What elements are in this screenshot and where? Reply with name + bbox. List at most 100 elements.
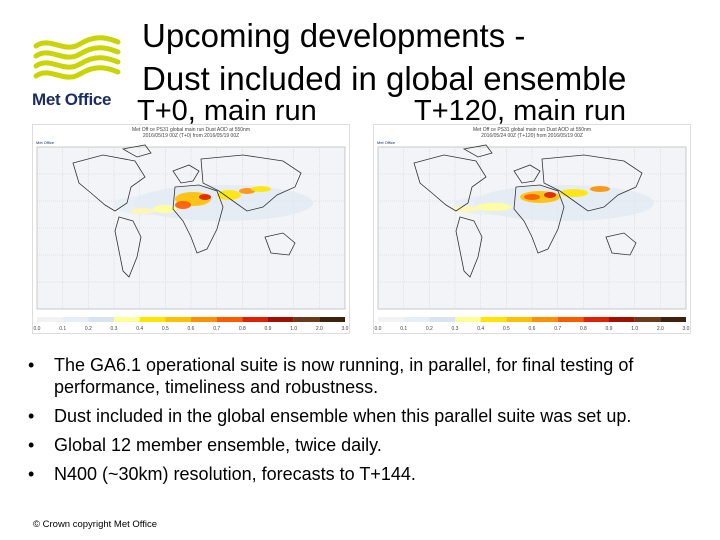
colorbar-tick-label: 0.3 — [111, 326, 118, 332]
coastline — [513, 184, 565, 254]
colorbar-swatch — [557, 317, 584, 322]
dust-plume — [590, 186, 610, 192]
colorbar-tick-label: 0.1 — [59, 326, 66, 332]
colorbar-tick-label: 2.0 — [657, 326, 664, 332]
bullet-text: Dust included in the global ensemble whe… — [54, 406, 632, 426]
bullet-dot: • — [28, 435, 35, 455]
dust-plume — [131, 208, 155, 214]
bullet-dot: • — [28, 406, 35, 426]
map-subtitle: 2016/05/19 00Z (T+0) from 2016/05/19 00Z — [143, 133, 239, 139]
colorbar-swatch — [62, 317, 89, 322]
map-title: Met Off ce PS31 global main run Dust AOD… — [473, 127, 591, 133]
colorbar-swatch — [660, 317, 686, 322]
met-office-logo: Met Office — [30, 34, 126, 114]
panel-label-t0: T+0, main run — [137, 95, 317, 127]
colorbar-swatch — [216, 317, 243, 322]
colorbar-tick-label: 0.8 — [580, 326, 587, 332]
colorbar-tick-label: 0.3 — [452, 326, 459, 332]
dust-plume — [153, 205, 177, 213]
colorbar-swatch — [609, 317, 635, 322]
dust-plume — [476, 203, 512, 211]
coastline — [541, 154, 643, 212]
colorbar-tick-label: 1.0 — [290, 326, 297, 332]
bullet-text: Global 12 member ensemble, twice daily. — [54, 435, 382, 455]
dust-plume — [544, 192, 556, 198]
map-brand-text: Met Office — [377, 140, 396, 145]
colorbar-swatch — [242, 317, 268, 322]
colorbar-swatch — [532, 317, 558, 322]
colorbar-tick-label: 0.2 — [85, 326, 92, 332]
colorbar-tick-label: 2.0 — [316, 326, 323, 332]
colorbar-swatch — [506, 317, 532, 322]
map-panel-t120: Met Off ce PS31 global main run Dust AOD… — [373, 124, 691, 334]
bullet-text: N400 (~30km) resolution, forecasts to T+… — [54, 464, 416, 484]
dust-plume — [175, 201, 191, 209]
colorbar-tick-label: 3.0 — [683, 326, 690, 332]
colorbar-swatch — [114, 317, 140, 322]
coastline — [114, 216, 142, 278]
coastline — [172, 184, 224, 254]
coastline — [121, 144, 152, 158]
colorbar-tick-label: 0.2 — [426, 326, 433, 332]
colorbar-tick-label: 1.0 — [631, 326, 638, 332]
dust-plume — [524, 194, 540, 200]
colorbar-swatch — [88, 317, 114, 322]
colorbar-tick-label: 0.6 — [529, 326, 536, 332]
bullet-item: • N400 (~30km) resolution, forecasts to T… — [28, 463, 712, 485]
colorbar-swatch — [480, 317, 507, 322]
map-brand-text: Met Office — [36, 140, 55, 145]
map-subtitle: 2016/05/24 00Z (T+120) from 2016/05/19 0… — [481, 133, 583, 139]
colorbar-swatch — [191, 317, 217, 322]
colorbar-swatch — [268, 317, 294, 322]
bullet-list: • The GA6.1 operational suite is now runn… — [28, 354, 712, 492]
colorbar-swatch — [165, 317, 191, 322]
bullet-dot: • — [28, 464, 35, 484]
bullet-item: • Global 12 member ensemble, twice daily. — [28, 434, 712, 456]
coastline — [264, 232, 296, 256]
title-line-1: Upcoming developments - — [142, 17, 526, 54]
coastline — [462, 144, 493, 158]
coastline — [413, 154, 487, 212]
colorbar-swatch — [583, 317, 609, 322]
panel-label-t120: T+120, main run — [414, 95, 626, 127]
dust-plume — [251, 186, 271, 192]
colorbar-tick-label: 0.7 — [213, 326, 220, 332]
dust-plume — [217, 190, 241, 200]
dust-plume — [199, 194, 211, 200]
dust-plume — [452, 206, 480, 212]
colorbar-swatch — [403, 317, 430, 322]
colorbar-tick-label: 0.7 — [554, 326, 561, 332]
colorbar-tick-label: 0.8 — [239, 326, 246, 332]
bullet-dot: • — [28, 355, 35, 375]
colorbar-tick-label: 0.5 — [162, 326, 169, 332]
title-line-2: Dust included in global ensemble — [142, 60, 627, 97]
coastline — [513, 164, 541, 184]
coastline — [455, 216, 483, 278]
map-panel-t0: Met Off ce PS31 global main run Dust AOD… — [32, 124, 350, 334]
bullet-text: The GA6.1 operational suite is now runni… — [54, 355, 634, 397]
colorbar-tick-label: 0.9 — [265, 326, 272, 332]
colorbar-tick-label: 0.6 — [188, 326, 195, 332]
logo-text: Met Office — [32, 90, 112, 109]
footer-copyright: © Crown copyright Met Office — [33, 519, 158, 530]
met-office-waves-icon — [33, 35, 121, 80]
colorbar-swatch — [429, 317, 455, 322]
colorbar-tick-label: 0.1 — [400, 326, 407, 332]
coastline — [200, 154, 302, 212]
colorbar-swatch — [319, 317, 345, 322]
coastline — [172, 164, 200, 184]
bullet-item: • Dust included in the global ensemble wh… — [28, 405, 712, 427]
colorbar-tick-label: 0.0 — [375, 326, 382, 332]
colorbar-tick-label: 0.5 — [503, 326, 510, 332]
colorbar-tick-label: 3.0 — [342, 326, 349, 332]
colorbar-tick-label: 0.9 — [606, 326, 613, 332]
coastline — [72, 154, 146, 212]
colorbar-tick-label: 0.4 — [477, 326, 484, 332]
colorbar-tick-label: 0.0 — [34, 326, 41, 332]
colorbar-swatch — [634, 317, 661, 322]
colorbar-swatch — [455, 317, 481, 322]
slide-title: Upcoming developments - Dust included in… — [142, 14, 712, 100]
colorbar-swatch — [293, 317, 320, 322]
dust-plume — [239, 188, 255, 194]
colorbar-swatch — [37, 317, 63, 322]
